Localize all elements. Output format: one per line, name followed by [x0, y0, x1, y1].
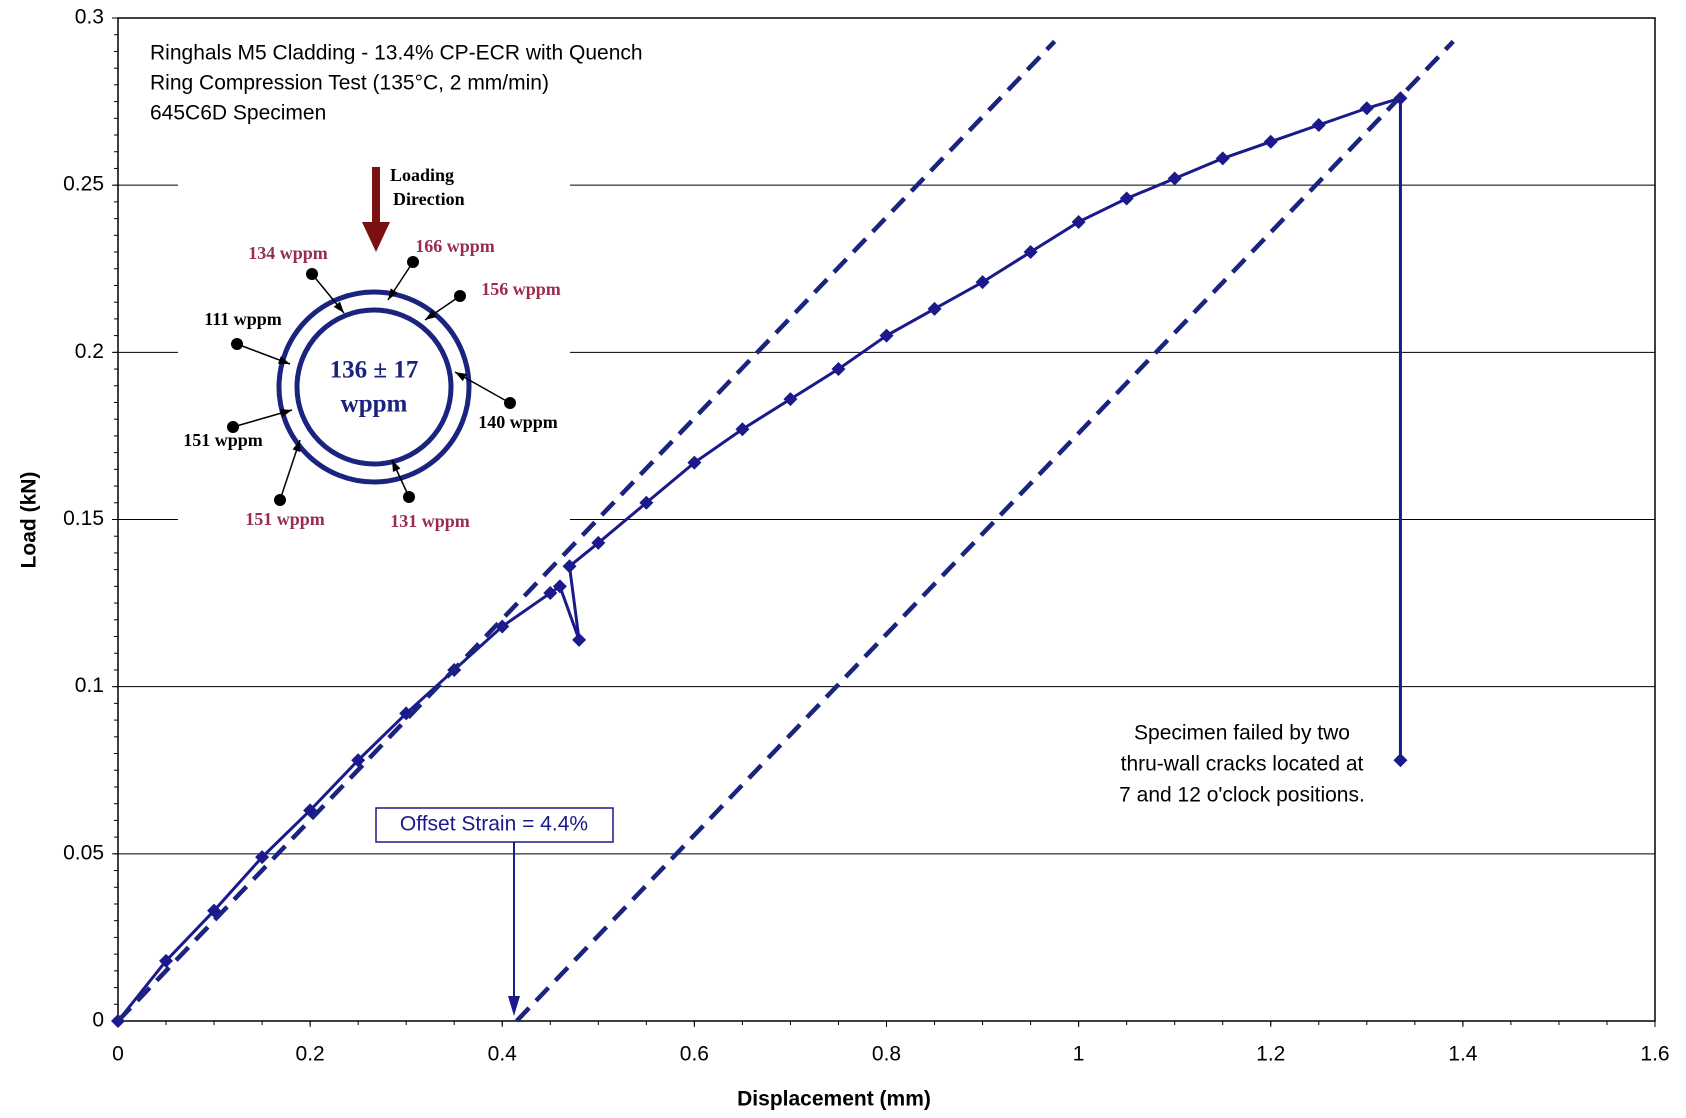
- ring-inner: [294, 307, 454, 467]
- inset-arrowhead: [278, 356, 290, 364]
- inset-arrow-dot: [231, 338, 243, 350]
- inset-label: 151 wppm: [183, 430, 263, 450]
- annotation: Specimen failed by two: [1134, 722, 1350, 745]
- loading-arrowhead: [362, 222, 390, 252]
- inset-label: 166 wppm: [415, 236, 495, 256]
- inset-label: 134 wppm: [248, 243, 328, 263]
- inset: Loading Direction 136 ± 17 wppm 134 wppm 166 …: [178, 150, 570, 540]
- annotation: 7 and 12 o'clock positions.: [1119, 784, 1365, 807]
- inset-arrow-dot: [274, 494, 286, 506]
- loading-label: Loading: [390, 165, 454, 185]
- x-tick-label: 0.4: [488, 1043, 518, 1066]
- plot-frame: [117, 17, 1656, 1022]
- y-axis-title: Load (kN): [18, 472, 41, 569]
- chart-title: 645C6D Specimen: [150, 102, 326, 125]
- y-tick-label: 0.25: [63, 173, 104, 196]
- chart-title: Ring Compression Test (135°C, 2 mm/min): [150, 72, 549, 95]
- inset-arrowhead: [455, 372, 467, 382]
- inset-label: 111 wppm: [204, 309, 282, 329]
- inset-arrow-dot: [454, 290, 466, 302]
- data-marker: [1311, 117, 1326, 132]
- y-tick-label: 0.2: [75, 340, 104, 363]
- data-marker: [255, 850, 270, 865]
- annotation-arrowhead: [508, 996, 520, 1016]
- inset-arrow-dot: [227, 421, 239, 433]
- x-tick-label: 0.6: [680, 1043, 709, 1066]
- data-marker: [591, 535, 606, 550]
- inset-arrow-dot: [407, 256, 419, 268]
- inset-label: 140 wppm: [478, 412, 558, 432]
- y-tick-label: 0.05: [63, 841, 104, 864]
- data-marker: [1023, 245, 1038, 260]
- data-marker: [543, 586, 558, 601]
- ring-center-label: wppm: [341, 391, 408, 418]
- data-marker: [735, 422, 750, 437]
- x-tick-label: 0: [112, 1043, 124, 1066]
- data-marker: [1359, 101, 1374, 116]
- x-axis-title: Displacement (mm): [737, 1088, 931, 1111]
- offset-line: [515, 39, 1455, 1023]
- data-marker: [975, 275, 990, 290]
- data-marker: [879, 328, 894, 343]
- y-tick-label: 0: [92, 1009, 104, 1032]
- data-marker: [351, 753, 366, 768]
- data-marker: [1071, 214, 1086, 229]
- inset-label: 131 wppm: [390, 511, 470, 531]
- y-tick-label: 0.3: [75, 6, 104, 29]
- ring-center-label: 136 ± 17: [330, 357, 419, 384]
- annotation-box: [375, 807, 614, 843]
- x-tick-label: 0.2: [296, 1043, 325, 1066]
- data-marker: [927, 301, 942, 316]
- ring-outer: [276, 289, 472, 485]
- x-tick-label: 1.6: [1640, 1043, 1669, 1066]
- data-line: [116, 96, 1402, 1022]
- inset-label: 151 wppm: [245, 509, 325, 529]
- x-tick-label: 1: [1073, 1043, 1085, 1066]
- inset-arrowhead: [292, 440, 301, 452]
- data-marker: [495, 619, 510, 634]
- y-tick-label: 0.1: [75, 674, 104, 697]
- data-marker: [1393, 753, 1408, 768]
- x-tick-label: 0.8: [872, 1043, 901, 1066]
- data-marker: [552, 579, 567, 594]
- data-marker: [1263, 134, 1278, 149]
- inset-arrow-dot: [306, 268, 318, 280]
- inset-arrowhead: [388, 288, 398, 300]
- data-marker: [159, 953, 174, 968]
- data-marker: [1119, 191, 1134, 206]
- loading-label: Direction: [393, 189, 465, 209]
- x-tick-label: 1.2: [1256, 1043, 1285, 1066]
- inset-label: 156 wppm: [481, 279, 561, 299]
- offset-line: [116, 39, 1057, 1023]
- inset-arrowhead: [392, 460, 401, 472]
- inset-arrow-dot: [403, 491, 415, 503]
- data-marker: [831, 362, 846, 377]
- data-marker: [562, 559, 577, 574]
- data-marker: [687, 455, 702, 470]
- inset-arrowhead: [280, 409, 292, 418]
- data-marker: [1215, 151, 1230, 166]
- annotation: Offset Strain = 4.4%: [400, 813, 588, 836]
- inset-arrow-dot: [504, 397, 516, 409]
- data-marker: [639, 495, 654, 510]
- chart-title: Ringhals M5 Cladding - 13.4% CP-ECR with…: [150, 42, 643, 65]
- inset-arrowhead: [425, 310, 437, 320]
- data-marker: [572, 632, 587, 647]
- y-tick-label: 0.15: [63, 507, 104, 530]
- data-marker: [783, 392, 798, 407]
- annotation: thru-wall cracks located at: [1121, 753, 1364, 776]
- x-tick-label: 1.4: [1448, 1043, 1478, 1066]
- inset-arrowhead: [333, 301, 344, 313]
- data-marker: [1167, 171, 1182, 186]
